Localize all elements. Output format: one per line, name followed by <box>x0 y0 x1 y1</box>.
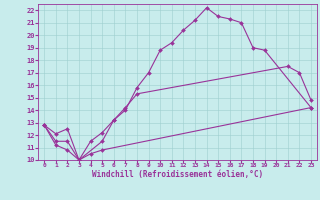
X-axis label: Windchill (Refroidissement éolien,°C): Windchill (Refroidissement éolien,°C) <box>92 170 263 179</box>
